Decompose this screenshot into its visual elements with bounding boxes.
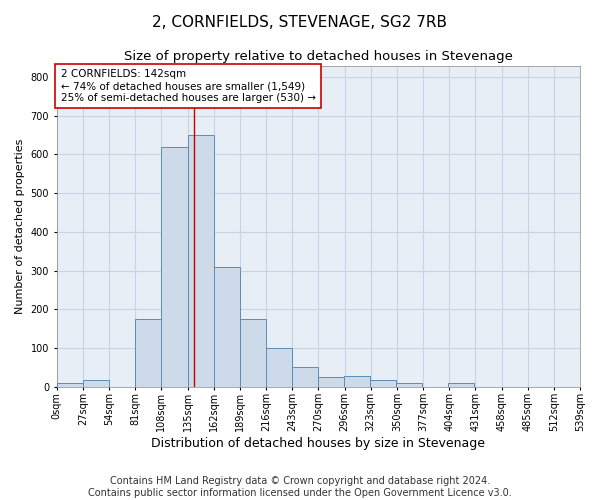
Title: Size of property relative to detached houses in Stevenage: Size of property relative to detached ho…: [124, 50, 513, 63]
Bar: [83, 380, 109, 386]
Bar: [135, 319, 161, 386]
Bar: [56, 384, 83, 386]
Bar: [214, 266, 240, 386]
Bar: [370, 380, 396, 386]
Bar: [266, 348, 292, 387]
Y-axis label: Number of detached properties: Number of detached properties: [15, 138, 25, 314]
Bar: [448, 384, 475, 386]
Text: 2 CORNFIELDS: 142sqm
← 74% of detached houses are smaller (1,549)
25% of semi-de: 2 CORNFIELDS: 142sqm ← 74% of detached h…: [61, 70, 316, 102]
Bar: [240, 319, 266, 386]
Bar: [188, 135, 214, 386]
Bar: [396, 384, 422, 386]
Text: 2, CORNFIELDS, STEVENAGE, SG2 7RB: 2, CORNFIELDS, STEVENAGE, SG2 7RB: [152, 15, 448, 30]
Text: Contains HM Land Registry data © Crown copyright and database right 2024.
Contai: Contains HM Land Registry data © Crown c…: [88, 476, 512, 498]
Bar: [161, 147, 188, 386]
Bar: [319, 377, 344, 386]
Bar: [292, 367, 319, 386]
Bar: [344, 376, 370, 386]
X-axis label: Distribution of detached houses by size in Stevenage: Distribution of detached houses by size …: [151, 437, 485, 450]
